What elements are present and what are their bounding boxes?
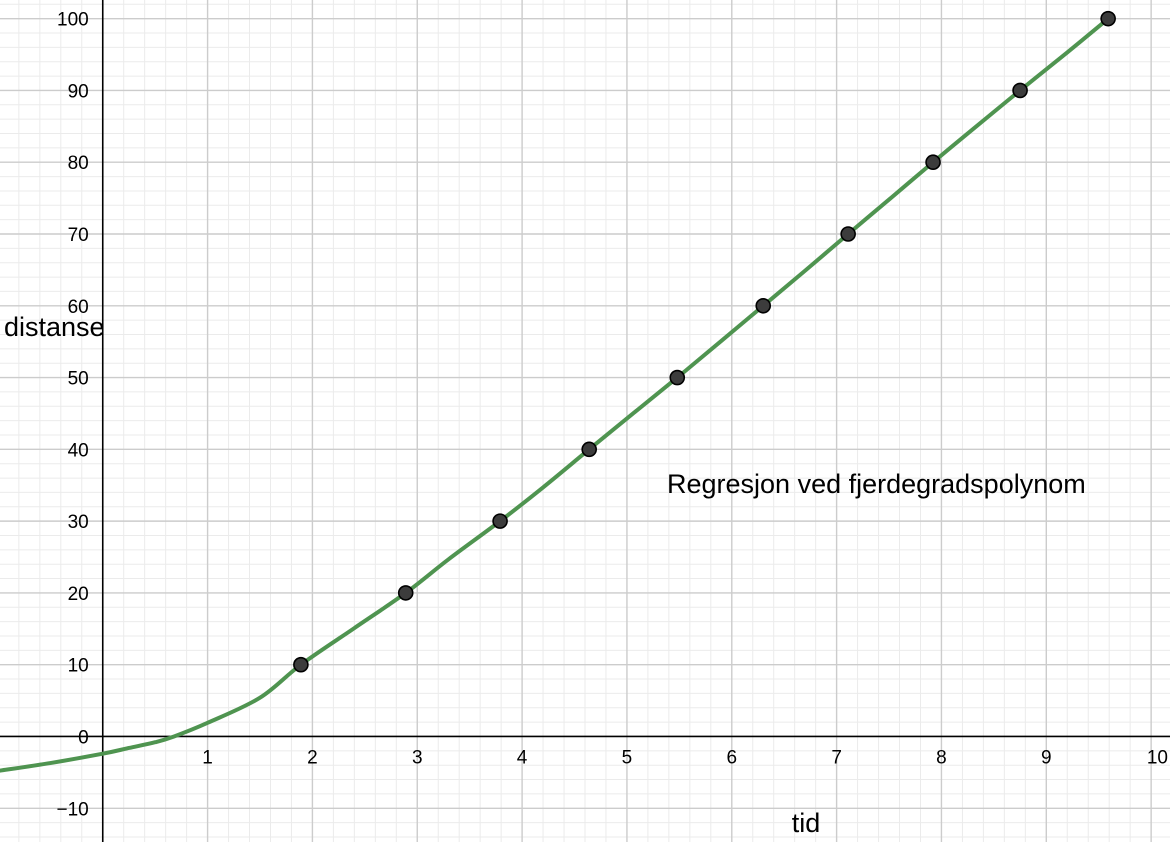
data-point [581,441,597,458]
regression-annotation: Regresjon ved fjerdegradspolynom [667,469,1086,499]
y-tick-label: 90 [68,81,89,102]
y-tick-label: 100 [57,10,89,31]
regression-curve [0,16,1111,773]
data-point [1012,82,1028,99]
x-tick-label: 8 [936,747,947,768]
y-tick-label: 0 [78,727,89,748]
x-tick-label: 7 [831,747,842,768]
y-tick-label: 70 [68,225,89,246]
data-point [669,369,686,386]
x-tick-label: 9 [1041,747,1052,768]
x-tick-label: 10 [1147,747,1168,768]
x-tick-label: 5 [622,747,633,768]
y-axis-title: distanse [4,312,105,342]
x-tick-label: 6 [726,747,737,768]
x-tick-labels: 1 2 3 4 5 6 7 8 9 10 [202,747,1168,768]
y-tick-label: 50 [68,369,89,390]
data-point [755,297,772,314]
y-tick-label: 10 [68,656,89,677]
y-tick-label: 40 [68,440,89,461]
y-tick-labels: −10 0 10 20 30 40 50 60 70 80 90 100 [57,10,89,821]
data-point [492,513,508,529]
data-point [1100,10,1116,27]
data-point [293,656,309,673]
x-axis-title: tid [792,808,821,838]
y-tick-label: 60 [68,297,89,318]
data-point [840,226,856,242]
data-point [397,585,414,601]
y-tick-label: 30 [68,512,89,533]
x-tick-label: 2 [307,747,318,768]
data-points [293,10,1116,673]
y-tick-label: −10 [57,799,89,820]
y-tick-label: 20 [68,584,89,605]
x-tick-label: 4 [517,747,528,768]
x-tick-label: 1 [202,747,213,768]
y-tick-label: 80 [68,153,89,174]
data-point [925,154,941,171]
regression-curves [0,16,1111,773]
x-tick-label: 3 [412,747,423,768]
